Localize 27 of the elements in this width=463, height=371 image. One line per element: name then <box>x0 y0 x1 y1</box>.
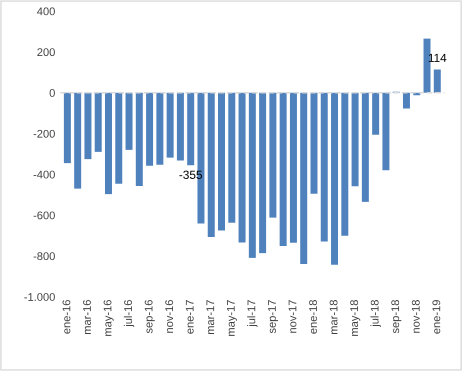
y-tick-label: -1.000 <box>24 293 55 301</box>
x-tick-label: jul-16 <box>124 300 134 328</box>
x-tick-label: mar-16 <box>83 300 91 334</box>
y-tick-label: -600 <box>34 211 55 220</box>
x-tick-label: ene-16 <box>62 300 70 334</box>
x-tick-label: nov-16 <box>165 300 174 333</box>
x-tick-label: nov-18 <box>412 300 420 333</box>
y-tick-label: -200 <box>34 130 55 138</box>
x-tick-label: mar-18 <box>330 300 338 334</box>
y-tick-label: 0 <box>50 89 55 97</box>
x-tick-label: may-16 <box>104 300 114 336</box>
x-tick-label: sep-18 <box>391 300 402 334</box>
x-tick-label: nov-17 <box>288 300 296 333</box>
x-tick-label: sep-16 <box>144 300 155 334</box>
x-tick-label: jul-18 <box>370 300 381 328</box>
x-tick-label: ene-19 <box>432 300 440 334</box>
y-tick-label: -400 <box>34 170 55 179</box>
x-tick-label: may-17 <box>227 300 237 336</box>
x-tick-label: sep-17 <box>268 300 278 334</box>
x-tick-label: ene-18 <box>309 300 317 334</box>
x-tick-label: mar-17 <box>206 300 214 334</box>
y-tick-label: -800 <box>34 252 55 260</box>
x-tick-label: may-18 <box>350 300 360 336</box>
x-tick-label: jul-17 <box>247 300 258 328</box>
y-tick-label: 200 <box>37 48 55 56</box>
x-tick-label: ene-17 <box>186 300 194 334</box>
y-tick-label: 400 <box>37 7 55 16</box>
